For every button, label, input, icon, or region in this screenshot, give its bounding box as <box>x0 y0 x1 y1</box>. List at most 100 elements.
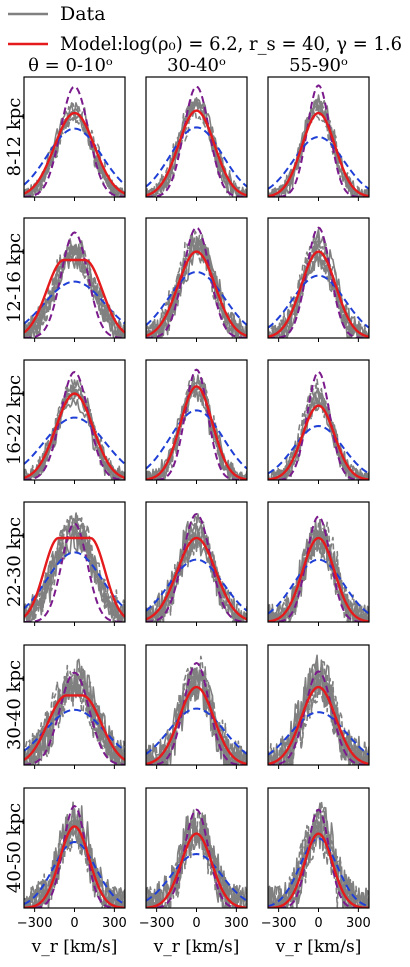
upper-dashed-line <box>268 226 369 338</box>
panel: −300 0 300 v_r [km/s] <box>261 787 371 957</box>
data-line <box>24 246 125 338</box>
data-line <box>146 97 247 197</box>
panel <box>145 76 248 201</box>
column-label: θ = 0-10ᵒ <box>28 55 113 76</box>
panel-plot-area <box>268 84 369 197</box>
x-axis-label: v_r [km/s] <box>31 937 118 957</box>
upper-dashed-line <box>146 226 247 338</box>
upper-dashed-line <box>24 371 125 480</box>
panel <box>145 644 248 769</box>
column-label: 30-40ᵒ <box>167 55 226 76</box>
row-label: 30-40 kpc <box>4 660 25 750</box>
panel <box>145 217 248 342</box>
x-tick-label: 300 <box>102 916 127 931</box>
upper-dashed-line <box>268 808 369 908</box>
upper-dashed-line <box>268 670 369 765</box>
data-line <box>24 397 125 480</box>
panel-plot-area <box>24 371 125 480</box>
lower-dashed-line <box>146 853 247 902</box>
data-line <box>146 230 247 338</box>
model-line <box>268 111 369 197</box>
model-line <box>24 536 125 618</box>
panel-plot-area <box>24 231 125 338</box>
panel: 30-40 kpc <box>4 644 126 769</box>
data-line <box>24 515 125 622</box>
lower-dashed-line <box>268 425 369 475</box>
panel-plot-area <box>268 515 369 622</box>
data-line <box>24 246 125 338</box>
panel <box>267 644 370 769</box>
upper-dashed-line <box>146 662 247 765</box>
model-line <box>146 832 247 908</box>
upper-dashed-line <box>24 522 125 622</box>
upper-dashed-line <box>268 84 369 197</box>
x-tick-label: 0 <box>192 916 200 931</box>
upper-dashed-line <box>24 671 125 765</box>
panel-plot-area <box>268 800 369 908</box>
data-line <box>268 385 369 480</box>
model-line <box>268 404 369 480</box>
upper-dashed-line <box>268 515 369 622</box>
data-line <box>24 237 125 338</box>
data-line <box>146 521 247 622</box>
row-label: 16-22 kpc <box>4 375 25 465</box>
panel <box>267 501 370 626</box>
lower-dashed-line <box>146 707 247 755</box>
lower-dashed-line <box>268 837 369 908</box>
model-line <box>24 111 125 195</box>
lower-dashed-line <box>268 274 369 329</box>
panel <box>267 217 370 342</box>
panel: −300 0 300 v_r [km/s] 40-50 kpc <box>4 787 127 957</box>
model-line <box>268 250 369 338</box>
panel <box>267 76 370 201</box>
row-label: 8-12 kpc <box>4 98 25 177</box>
data-line <box>146 514 247 622</box>
model-line <box>24 694 125 761</box>
panel-plot-area <box>146 226 247 338</box>
x-tick-label: −300 <box>17 916 53 931</box>
data-line <box>146 655 247 765</box>
panel-plot-area <box>268 654 369 765</box>
panel-plot-area <box>24 85 125 197</box>
model-line <box>146 250 247 337</box>
model-line <box>24 825 125 908</box>
legend: Data Model:log(ρ₀) = 6.2, r_s = 40, γ = … <box>8 3 402 55</box>
panel-plot-area <box>24 801 125 908</box>
lower-dashed-line <box>268 136 369 190</box>
row-label: 40-50 kpc <box>4 803 25 893</box>
data-line <box>146 109 247 197</box>
panel-plot-area <box>24 658 125 765</box>
panel-grid: θ = 0-10ᵒ 30-40ᵒ 55-90ᵒ 8-12 kpc 12-16 kpc 16… <box>4 55 371 957</box>
panel: −300 0 300 v_r [km/s] <box>139 787 249 957</box>
upper-dashed-line <box>24 805 125 908</box>
panel: 12-16 kpc <box>4 217 126 342</box>
data-line <box>146 670 247 765</box>
upper-dashed-line <box>268 371 369 480</box>
x-axis-label: v_r [km/s] <box>153 937 240 957</box>
data-line <box>268 522 369 622</box>
data-line <box>146 810 247 908</box>
model-line <box>146 536 247 621</box>
lower-dashed-line <box>268 711 369 756</box>
lower-dashed-line <box>24 127 125 186</box>
legend-model-label: Model:log(ρ₀) = 6.2, r_s = 40, γ = 1.6 <box>60 33 402 55</box>
panel-plot-area <box>268 226 369 338</box>
panel-plot-area <box>146 655 247 765</box>
upper-dashed-line <box>146 808 247 908</box>
x-tick-label: 0 <box>70 916 78 931</box>
data-line <box>268 521 369 622</box>
panel <box>267 359 370 484</box>
x-tick-label: 0 <box>314 916 322 931</box>
lower-dashed-line <box>24 551 125 610</box>
data-line <box>24 664 125 765</box>
lower-dashed-line <box>24 708 125 752</box>
model-line <box>268 832 369 908</box>
upper-dashed-line <box>146 368 247 480</box>
column-label: 55-90ᵒ <box>289 55 348 76</box>
data-line <box>268 670 369 765</box>
model-line <box>146 109 247 197</box>
data-line <box>24 811 125 908</box>
panel <box>145 359 248 484</box>
row-label: 22-30 kpc <box>4 517 25 607</box>
